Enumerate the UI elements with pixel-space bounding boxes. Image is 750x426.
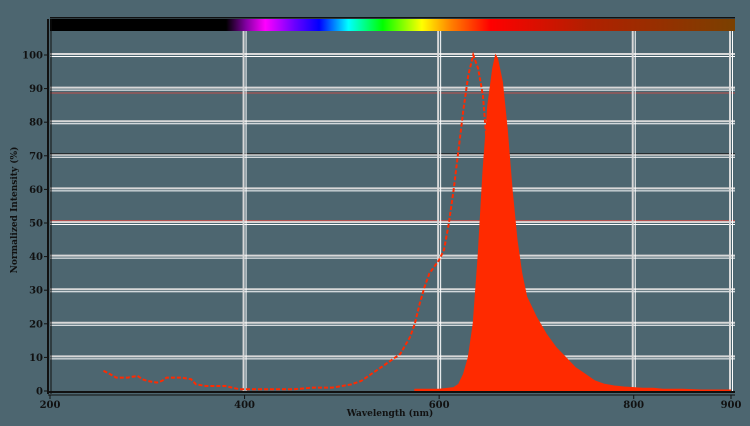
y-tick-label: 70	[29, 151, 43, 162]
data-series	[103, 51, 731, 391]
x-axis-title: Wavelength (nm)	[346, 408, 434, 419]
x-tick-label: 800	[623, 400, 644, 411]
color-spectrum-bar	[50, 17, 735, 31]
y-tick-label: 50	[29, 219, 43, 230]
gridlines	[50, 31, 735, 391]
y-tick-label: 0	[36, 387, 43, 398]
y-tick-label: 100	[22, 51, 43, 62]
y-tick-label: 10	[29, 353, 43, 364]
x-tick-label: 900	[721, 400, 742, 411]
tick-labels: 0 10 20 30 40 50 60 70 80 90 100 200 400 600 800 900	[22, 51, 741, 412]
y-axis-title: Normalized Intensity (%)	[9, 147, 20, 274]
y-tick-label: 20	[29, 319, 43, 330]
x-tick-label: 600	[429, 400, 450, 411]
x-tick-label: 400	[234, 400, 255, 411]
y-tick-label: 40	[29, 252, 43, 263]
absorption-dashed-line	[103, 51, 509, 391]
y-tick-label: 80	[29, 118, 43, 129]
axes	[47, 19, 735, 396]
y-tick-label: 30	[29, 286, 43, 297]
y-tick-label: 90	[29, 84, 43, 95]
emission-area	[414, 53, 731, 391]
spectrum-gradient	[50, 19, 735, 31]
spectrum-bar-border	[50, 17, 735, 19]
x-tick-label: 200	[40, 400, 61, 411]
y-tick-label: 60	[29, 185, 43, 196]
